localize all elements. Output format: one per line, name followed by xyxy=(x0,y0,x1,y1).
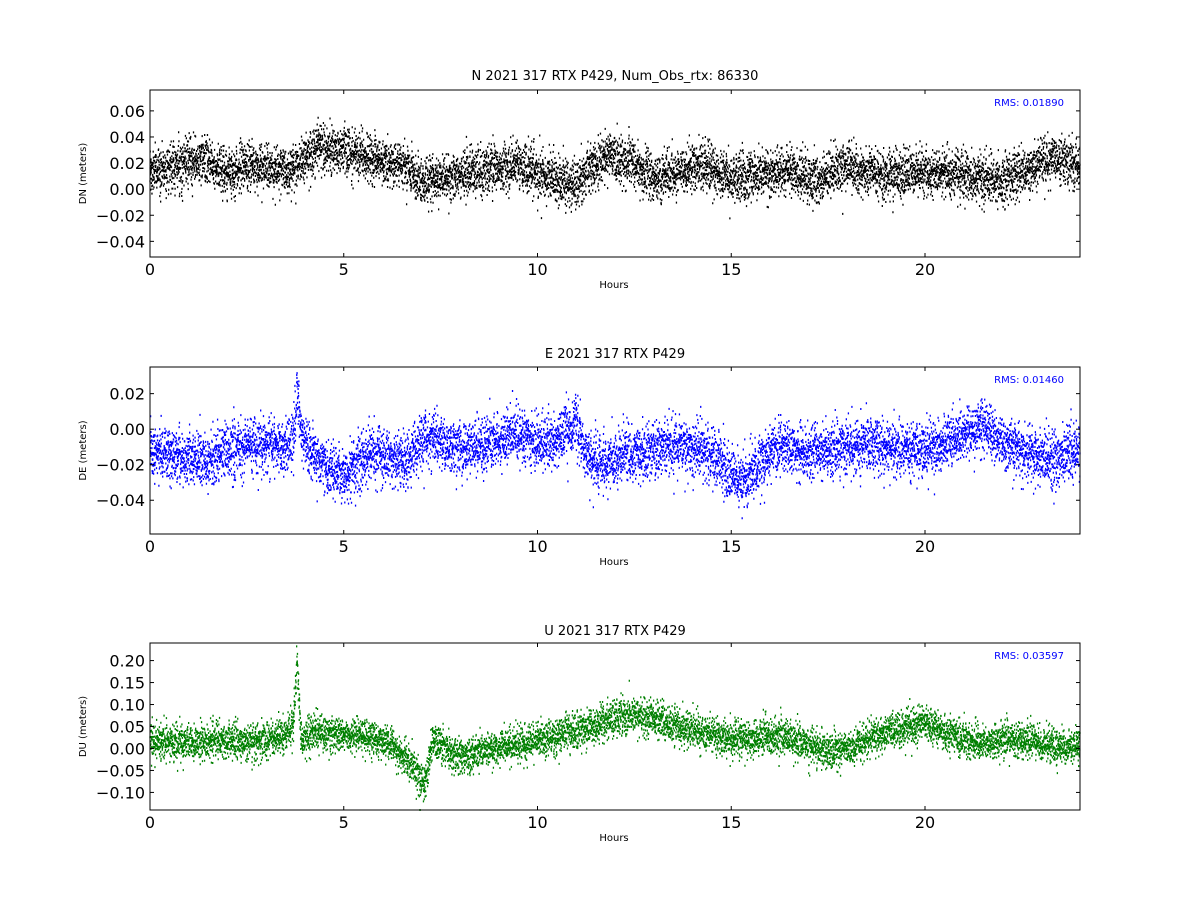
up-x-axis-label: Hours xyxy=(599,833,628,844)
north-rms-annotation: RMS: 0.01890 xyxy=(994,98,1064,109)
up-x-tick-label: 10 xyxy=(527,813,547,832)
north-subplot: N 2021 317 RTX P429, Num_Obs_rtx: 86330 … xyxy=(78,69,1081,291)
east-axes-frame xyxy=(149,366,1081,535)
up-y-tick-label: 0.15 xyxy=(109,674,145,693)
north-y-tick-label: −0.02 xyxy=(96,206,145,225)
east-y-tick-label: 0.00 xyxy=(109,420,145,439)
north-x-tick-label: 0 xyxy=(145,260,155,279)
north-y-tick-label: 0.02 xyxy=(109,154,145,173)
east-x-axis-label: Hours xyxy=(599,557,628,568)
north-y-axis-label: DN (meters) xyxy=(78,143,89,205)
up-y-ticks: −0.10 −0.05 0.00 0.05 0.10 0.15 0.20 xyxy=(96,652,1080,802)
east-x-tick-label: 20 xyxy=(915,537,935,556)
up-y-tick-label: 0.00 xyxy=(109,739,145,758)
east-rms-annotation: RMS: 0.01460 xyxy=(994,375,1064,386)
north-x-tick-label: 5 xyxy=(339,260,349,279)
north-axes-frame xyxy=(149,89,1081,258)
north-y-tick-label: 0.00 xyxy=(109,180,145,199)
east-subplot-title: E 2021 317 RTX P429 xyxy=(545,347,685,362)
east-y-ticks: −0.04 −0.02 0.00 0.02 xyxy=(96,385,1080,510)
up-y-tick-label: 0.05 xyxy=(109,718,145,737)
up-x-ticks: 0 5 10 15 20 xyxy=(145,643,935,832)
east-y-tick-label: 0.02 xyxy=(109,385,145,404)
north-x-tick-label: 15 xyxy=(721,260,741,279)
up-rms-annotation: RMS: 0.03597 xyxy=(994,651,1064,662)
east-y-tick-label: −0.04 xyxy=(96,491,145,510)
east-x-ticks: 0 5 10 15 20 xyxy=(145,367,935,556)
north-y-tick-label: 0.04 xyxy=(109,128,145,147)
east-x-tick-label: 10 xyxy=(527,537,547,556)
north-y-tick-label: −0.04 xyxy=(96,232,145,251)
up-y-tick-label: 0.20 xyxy=(109,652,145,671)
up-x-tick-label: 0 xyxy=(145,813,155,832)
north-subplot-title: N 2021 317 RTX P429, Num_Obs_rtx: 86330 xyxy=(472,69,759,84)
up-y-axis-label: DU (meters) xyxy=(78,696,89,757)
up-y-tick-label: −0.05 xyxy=(96,761,145,780)
east-y-axis-label: DE (meters) xyxy=(78,420,89,480)
east-y-tick-label: −0.02 xyxy=(96,456,145,475)
east-subplot: E 2021 317 RTX P429 0 5 10 15 20 −0.04−0.020… xyxy=(78,347,1081,568)
east-x-tick-label: 0 xyxy=(145,537,155,556)
north-x-ticks: 0 5 10 15 20 xyxy=(145,90,935,279)
up-y-tick-label: 0.10 xyxy=(109,696,145,715)
up-x-tick-label: 15 xyxy=(721,813,741,832)
up-y-tick-label: −0.10 xyxy=(96,783,145,802)
north-x-tick-label: 10 xyxy=(527,260,547,279)
north-x-axis-label: Hours xyxy=(599,280,628,291)
north-y-ticks: −0.04 −0.02 0.00 0.02 0.04 0.06 xyxy=(96,102,1080,251)
up-x-tick-label: 5 xyxy=(339,813,349,832)
up-x-tick-label: 20 xyxy=(915,813,935,832)
up-subplot-title: U 2021 317 RTX P429 xyxy=(544,624,686,639)
up-subplot: U 2021 317 RTX P429 0 5 10 15 20 −0.10−0.050… xyxy=(78,624,1081,844)
north-y-tick-label: 0.06 xyxy=(109,102,145,121)
east-x-tick-label: 15 xyxy=(721,537,741,556)
east-x-tick-label: 5 xyxy=(339,537,349,556)
north-x-tick-label: 20 xyxy=(915,260,935,279)
